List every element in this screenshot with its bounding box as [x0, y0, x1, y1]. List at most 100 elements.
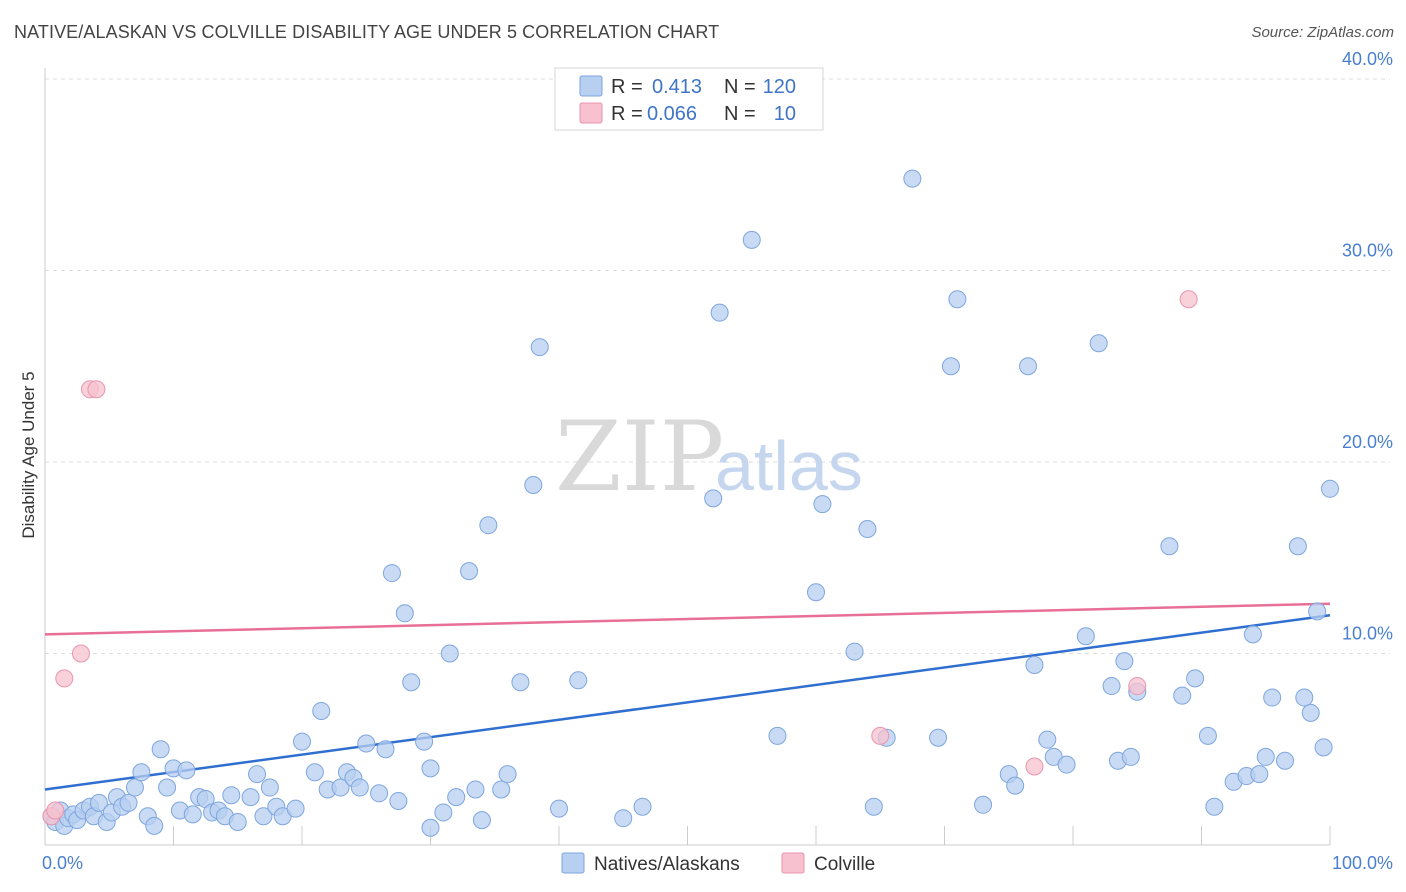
- point-natives-51: [382, 564, 401, 583]
- point-natives-76: [742, 230, 761, 249]
- y-axis-label: Disability Age Under 5: [19, 371, 38, 538]
- point-natives-61: [460, 562, 479, 581]
- point-natives-92: [1025, 655, 1044, 674]
- point-natives-85: [929, 728, 948, 747]
- point-natives-74: [704, 489, 723, 508]
- point-natives-107: [1205, 797, 1224, 816]
- y-tick-label-40: 40.0%: [1342, 49, 1393, 69]
- point-natives-25: [183, 805, 202, 824]
- point-natives-31: [222, 786, 241, 805]
- point-natives-75: [710, 303, 729, 322]
- point-natives-84: [903, 169, 922, 188]
- x-tick-label-max: 100.0%: [1332, 853, 1393, 873]
- point-colville-6: [871, 726, 890, 745]
- legend: R = 0.413 N = 120 R = 0.066 N = 10: [554, 67, 824, 131]
- points-layer: [42, 169, 1339, 837]
- bottom-legend-swatch-natives: [561, 852, 585, 874]
- point-natives-77: [768, 726, 787, 745]
- point-natives-32: [228, 813, 247, 832]
- point-natives-115: [1288, 537, 1307, 556]
- watermark: ZIP atlas: [555, 401, 863, 513]
- point-natives-68: [524, 475, 543, 494]
- point-natives-64: [479, 516, 498, 535]
- point-natives-119: [1314, 738, 1333, 757]
- point-colville-3: [71, 644, 90, 663]
- point-natives-53: [395, 604, 414, 623]
- point-natives-16: [125, 778, 144, 797]
- point-natives-21: [158, 778, 177, 797]
- bottom-legend-label-colville: Colville: [814, 854, 875, 875]
- point-natives-79: [813, 495, 832, 514]
- point-natives-111: [1250, 765, 1269, 784]
- point-natives-87: [948, 290, 967, 309]
- point-natives-66: [498, 765, 517, 784]
- trend-line-colville: [44, 602, 1331, 636]
- legend-swatch-colville: [579, 102, 603, 124]
- legend-r-value-colville: 0.066: [647, 103, 697, 125]
- point-colville-5: [87, 380, 106, 399]
- point-natives-91: [1019, 357, 1038, 376]
- y-tick-label-30: 30.0%: [1342, 241, 1393, 261]
- point-natives-97: [1089, 334, 1108, 353]
- point-natives-117: [1301, 703, 1320, 722]
- point-natives-54: [402, 673, 421, 692]
- legend-n-value-colville: 10: [774, 103, 796, 125]
- point-natives-47: [350, 778, 369, 797]
- point-natives-104: [1173, 686, 1192, 705]
- point-natives-71: [569, 671, 588, 690]
- point-colville-9: [1179, 290, 1198, 309]
- point-natives-34: [248, 765, 267, 784]
- bottom-legend-label-natives: Natives/Alaskans: [594, 854, 740, 875]
- point-natives-73: [633, 797, 652, 816]
- point-natives-55: [415, 732, 434, 751]
- point-natives-69: [530, 338, 549, 357]
- trend-layer: [44, 602, 1331, 791]
- point-natives-101: [1121, 747, 1140, 766]
- point-natives-19: [145, 816, 164, 835]
- point-natives-95: [1057, 755, 1076, 774]
- point-natives-67: [511, 673, 530, 692]
- legend-r-label-colville: R =: [611, 103, 643, 125]
- trend-line-natives: [44, 613, 1331, 791]
- point-natives-24: [177, 761, 196, 780]
- point-natives-65: [492, 780, 511, 799]
- point-natives-90: [1006, 776, 1025, 795]
- point-natives-40: [293, 732, 311, 751]
- point-colville-1: [46, 801, 65, 820]
- point-natives-86: [941, 357, 960, 376]
- point-natives-63: [472, 811, 491, 830]
- point-natives-49: [370, 784, 389, 803]
- point-natives-70: [550, 799, 568, 818]
- point-natives-82: [864, 797, 883, 816]
- axis-layer: [44, 68, 1331, 846]
- point-colville-7: [1025, 757, 1044, 776]
- point-natives-56: [421, 759, 440, 778]
- point-natives-10: [89, 793, 108, 812]
- point-natives-98: [1102, 677, 1121, 696]
- point-natives-100: [1115, 652, 1134, 671]
- point-natives-44: [331, 778, 350, 797]
- y-tick-label-10: 10.0%: [1342, 624, 1393, 644]
- point-natives-112: [1256, 747, 1275, 766]
- chart-source: Source: ZipAtlas.com: [1251, 24, 1394, 41]
- point-natives-118: [1308, 602, 1327, 621]
- legend-n-label-colville: N =: [724, 103, 756, 125]
- point-natives-42: [312, 701, 331, 720]
- bottom-legend: Natives/Alaskans Colville: [561, 852, 875, 875]
- point-natives-57: [421, 818, 440, 837]
- point-natives-17: [132, 763, 151, 782]
- legend-n-label-natives: N =: [724, 76, 756, 98]
- point-natives-81: [858, 520, 877, 539]
- x-tick-label-min: 0.0%: [42, 853, 83, 873]
- point-natives-52: [389, 791, 408, 810]
- point-natives-120: [1321, 479, 1339, 498]
- grid-layer: 10.0% 20.0% 30.0% 40.0%: [45, 49, 1393, 654]
- point-natives-78: [807, 583, 825, 602]
- point-natives-39: [286, 799, 305, 818]
- point-natives-62: [466, 780, 485, 799]
- legend-swatch-natives: [579, 75, 603, 97]
- point-natives-48: [357, 734, 376, 753]
- watermark-atlas: atlas: [715, 427, 863, 505]
- point-natives-36: [260, 778, 279, 797]
- point-natives-93: [1038, 730, 1057, 749]
